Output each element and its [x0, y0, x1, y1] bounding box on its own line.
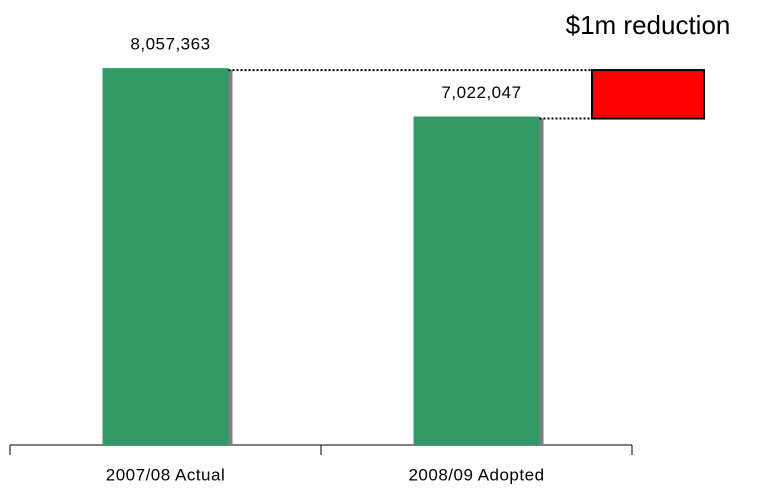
- reduction-box: [591, 69, 705, 120]
- value-label: 7,022,047: [441, 83, 521, 102]
- value-label: 8,057,363: [130, 35, 210, 54]
- bar: [102, 68, 229, 445]
- annotation: $1m reduction: [566, 10, 731, 40]
- x-tick-label: 2007/08 Actual: [106, 465, 225, 484]
- x-tick-label: 2008/09 Adopted: [408, 465, 544, 484]
- bar: [413, 116, 540, 446]
